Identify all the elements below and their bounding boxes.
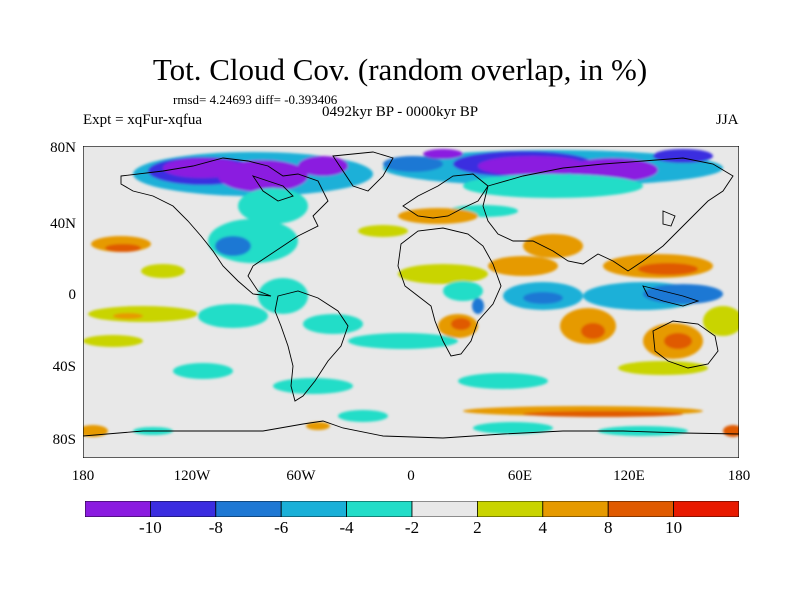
colorbar-label: -8 (208, 518, 223, 537)
anomaly-patches (83, 149, 739, 437)
colorbar-label: -2 (404, 518, 420, 537)
colorbar-swatch (215, 501, 282, 517)
colorbar-swatch (85, 501, 151, 517)
colorbar-label: -10 (139, 518, 162, 537)
lon-tick-120e: 120E (613, 468, 645, 484)
experiment-label: Expt = xqFur-xqfua (83, 112, 202, 128)
lon-tick-0: 0 (407, 468, 415, 484)
lon-tick-60e: 60E (507, 468, 533, 484)
colorbar-swatch (346, 501, 413, 517)
lat-tick-80s: 80S (52, 432, 76, 448)
lon-tick-120w: 120W (173, 468, 211, 484)
colorbar-swatch (150, 501, 217, 517)
lon-tick-60w: 60W (286, 468, 316, 484)
colorbar-label: -6 (274, 518, 289, 537)
map-title: Tot. Cloud Cov. (random overlap, in %) (152, 52, 648, 87)
lon-tick-180w: 180 (71, 468, 95, 484)
season-label: JJA (716, 112, 739, 128)
colorbar-label: 4 (538, 518, 548, 537)
lon-tick-180e: 180 (727, 468, 751, 484)
rmsd-diff-stats: rmsd= 4.24693 diff= -0.393406 (173, 92, 338, 107)
colorbar (85, 501, 739, 517)
colorbar-swatch (542, 501, 609, 517)
lat-tick-80n: 80N (50, 140, 76, 156)
colorbar-label: -4 (339, 518, 354, 537)
colorbar-label: 2 (473, 518, 482, 537)
coastlines (83, 151, 739, 439)
colorbar-swatch (280, 501, 347, 517)
lat-tick-40s: 40S (52, 359, 76, 375)
cloud-cover-difference-map (83, 146, 739, 458)
lat-tick-0: 0 (68, 287, 77, 303)
colorbar-label: 10 (665, 518, 683, 537)
colorbar-swatch (607, 501, 675, 517)
period-label: 0492kyr BP - 0000kyr BP (322, 104, 479, 120)
colorbar-swatch (476, 501, 544, 517)
lat-tick-40n: 40N (50, 216, 76, 232)
colorbar-swatch (411, 501, 478, 517)
colorbar-label: 8 (603, 518, 613, 537)
colorbar-swatch (673, 501, 739, 517)
